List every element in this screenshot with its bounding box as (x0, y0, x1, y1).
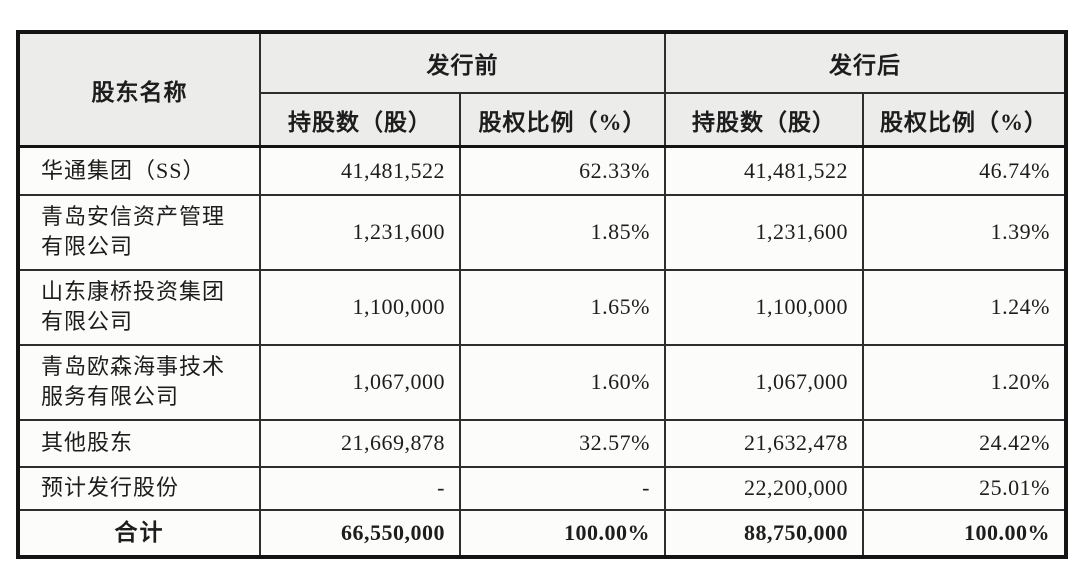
table-row: 华通集团（SS） 41,481,522 62.33% 41,481,522 46… (17, 145, 1067, 196)
ratio-after-cell: 25.01% (862, 465, 1067, 511)
shares-before-cell: 41,481,522 (259, 145, 461, 196)
table-row: 青岛欧森海事技术服务有限公司 1,067,000 1.60% 1,067,000… (17, 343, 1067, 421)
ratio-before-cell: - (459, 465, 666, 511)
shares-before-cell: 1,067,000 (259, 343, 461, 421)
ratio-after-cell: 1.20% (862, 343, 1067, 421)
shares-before-cell: 1,100,000 (259, 268, 461, 346)
ratio-before-cell: 62.33% (459, 145, 666, 196)
shareholder-name: 预计发行股份 (17, 465, 261, 511)
col-header-ratio-before: 股权比例（%） (459, 92, 666, 148)
ratio-after-cell: 1.24% (862, 268, 1067, 346)
shares-after-cell: 21,632,478 (664, 418, 864, 468)
shareholder-name: 青岛欧森海事技术服务有限公司 (17, 343, 261, 421)
shares-after-cell: 1,067,000 (664, 343, 864, 421)
shares-after-cell: 41,481,522 (664, 145, 864, 196)
table-header: 股东名称 发行前 发行后 持股数（股） 股权比例（%） 持股数（股） 股权比例（… (17, 31, 1067, 148)
total-label: 合计 (17, 508, 261, 558)
shareholder-name: 华通集团（SS） (17, 145, 261, 196)
shareholder-name: 其他股东 (17, 418, 261, 468)
ratio-before-cell: 1.85% (459, 193, 666, 271)
table-row: 其他股东 21,669,878 32.57% 21,632,478 24.42% (17, 418, 1067, 468)
ratio-after-cell: 1.39% (862, 193, 1067, 271)
total-ratio-before: 100.00% (459, 508, 666, 558)
shareholder-name: 山东康桥投资集团有限公司 (17, 268, 261, 346)
col-group-pre-issuance: 发行前 (259, 31, 666, 94)
shares-after-cell: 1,231,600 (664, 193, 864, 271)
equity-table: 股东名称 发行前 发行后 持股数（股） 股权比例（%） 持股数（股） 股权比例（… (16, 30, 1068, 559)
shares-before-cell: 21,669,878 (259, 418, 461, 468)
shareholder-name: 青岛安信资产管理有限公司 (17, 193, 261, 271)
col-header-shareholder-name: 股东名称 (17, 31, 261, 148)
col-header-ratio-after: 股权比例（%） (862, 92, 1067, 148)
col-group-post-issuance: 发行后 (664, 31, 1067, 94)
total-row: 合计 66,550,000 100.00% 88,750,000 100.00% (17, 508, 1067, 558)
total-shares-before: 66,550,000 (259, 508, 461, 558)
shares-before-cell: 1,231,600 (259, 193, 461, 271)
ratio-before-cell: 1.65% (459, 268, 666, 346)
shares-after-cell: 22,200,000 (664, 465, 864, 511)
ratio-before-cell: 1.60% (459, 343, 666, 421)
col-header-shares-before: 持股数（股） (259, 92, 461, 148)
shareholding-structure-table: 股东名称 发行前 发行后 持股数（股） 股权比例（%） 持股数（股） 股权比例（… (16, 30, 1068, 559)
total-shares-after: 88,750,000 (664, 508, 864, 558)
shares-before-cell: - (259, 465, 461, 511)
ratio-after-cell: 24.42% (862, 418, 1067, 468)
ratio-before-cell: 32.57% (459, 418, 666, 468)
shares-after-cell: 1,100,000 (664, 268, 864, 346)
table-row: 预计发行股份 - - 22,200,000 25.01% (17, 465, 1067, 511)
table-row: 山东康桥投资集团有限公司 1,100,000 1.65% 1,100,000 1… (17, 268, 1067, 346)
col-header-shares-after: 持股数（股） (664, 92, 864, 148)
table-row: 青岛安信资产管理有限公司 1,231,600 1.85% 1,231,600 1… (17, 193, 1067, 271)
total-ratio-after: 100.00% (862, 508, 1067, 558)
ratio-after-cell: 46.74% (862, 145, 1067, 196)
